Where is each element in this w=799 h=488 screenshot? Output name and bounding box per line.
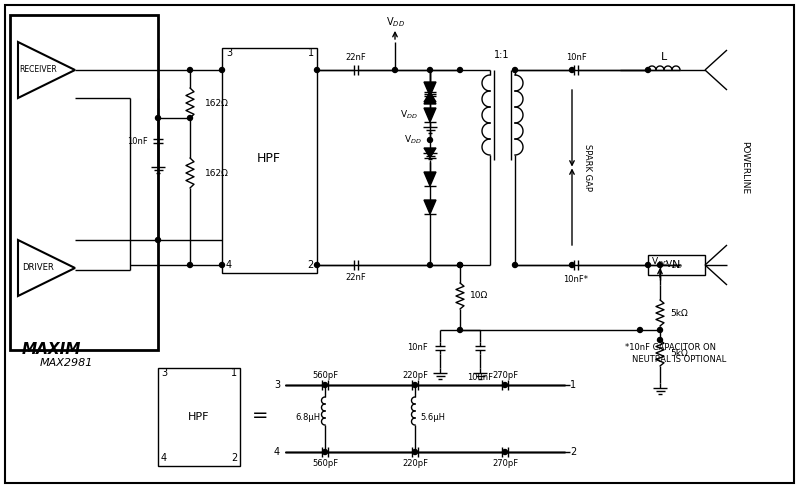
Text: DRIVER: DRIVER [22, 264, 54, 272]
Circle shape [392, 67, 397, 73]
Text: 2: 2 [308, 260, 314, 270]
Polygon shape [424, 94, 436, 104]
Circle shape [156, 238, 161, 243]
Text: MAXIM: MAXIM [22, 343, 81, 358]
Text: V$_{DD}$: V$_{DD}$ [400, 109, 418, 121]
Text: V$_{DD}$: V$_{DD}$ [404, 134, 422, 146]
Polygon shape [18, 42, 75, 98]
Text: 5.6μH: 5.6μH [420, 413, 445, 423]
Text: 100nF: 100nF [467, 373, 493, 383]
Text: 10Ω: 10Ω [470, 291, 488, 301]
Text: 220pF: 220pF [402, 370, 428, 380]
Text: 560pF: 560pF [312, 460, 338, 468]
Circle shape [412, 449, 418, 454]
Text: 2: 2 [570, 447, 576, 457]
Circle shape [512, 263, 518, 267]
Circle shape [658, 338, 662, 343]
Text: 4: 4 [161, 453, 167, 463]
Text: HPF: HPF [189, 412, 210, 422]
Circle shape [188, 263, 193, 267]
Text: 3: 3 [161, 368, 167, 378]
Circle shape [156, 116, 161, 121]
Circle shape [427, 67, 432, 73]
Text: =: = [252, 406, 268, 425]
Circle shape [458, 263, 463, 267]
Polygon shape [424, 92, 436, 102]
Text: 22nF: 22nF [346, 273, 367, 283]
Text: NEUTRAL IS OPTIONAL: NEUTRAL IS OPTIONAL [632, 355, 726, 365]
Text: V$_{DD}$: V$_{DD}$ [386, 15, 404, 29]
Text: 1: 1 [308, 48, 314, 58]
Text: 6.8μH: 6.8μH [295, 413, 320, 423]
Text: 270pF: 270pF [492, 370, 518, 380]
Circle shape [646, 263, 650, 267]
Text: 3: 3 [226, 48, 233, 58]
Circle shape [646, 67, 650, 73]
Text: 10nF: 10nF [127, 137, 148, 145]
Text: 10nF: 10nF [566, 53, 586, 61]
Text: 10nF: 10nF [407, 344, 428, 352]
Circle shape [220, 67, 225, 73]
Circle shape [315, 67, 320, 73]
Text: 10nF*: 10nF* [563, 274, 589, 284]
Circle shape [412, 383, 418, 387]
Text: 1:1: 1:1 [495, 50, 510, 60]
Text: MAX2981: MAX2981 [40, 358, 93, 368]
Circle shape [570, 263, 574, 267]
Text: 162Ω: 162Ω [205, 99, 229, 107]
Text: L: L [661, 52, 667, 62]
Bar [648, 255, 705, 275]
Text: POWERLINE: POWERLINE [740, 142, 749, 195]
Circle shape [503, 449, 507, 454]
Circle shape [323, 383, 328, 387]
Text: 560pF: 560pF [312, 370, 338, 380]
Text: 4: 4 [226, 260, 233, 270]
Polygon shape [424, 82, 436, 96]
Circle shape [658, 327, 662, 332]
Text: 270pF: 270pF [492, 460, 518, 468]
Polygon shape [424, 148, 436, 158]
Text: SPARK GAP: SPARK GAP [583, 144, 592, 191]
Text: 220pF: 220pF [402, 460, 428, 468]
Text: 4: 4 [274, 447, 280, 457]
Bar [222, 48, 317, 273]
Text: V$_{DD}$: V$_{DD}$ [665, 259, 682, 271]
Circle shape [188, 67, 193, 73]
Bar [158, 368, 240, 466]
Circle shape [638, 327, 642, 332]
Circle shape [658, 263, 662, 267]
Circle shape [427, 263, 432, 267]
Text: 2: 2 [231, 453, 237, 463]
Polygon shape [424, 200, 436, 214]
Text: HPF: HPF [257, 151, 281, 164]
Circle shape [503, 383, 507, 387]
Circle shape [220, 263, 225, 267]
Text: N: N [672, 260, 680, 270]
Bar [10, 15, 158, 350]
Polygon shape [424, 108, 436, 122]
Circle shape [458, 263, 463, 267]
Circle shape [323, 449, 328, 454]
Text: 1: 1 [570, 380, 576, 390]
Circle shape [427, 138, 432, 142]
Text: 162Ω: 162Ω [205, 168, 229, 178]
Circle shape [188, 116, 193, 121]
Text: 3: 3 [274, 380, 280, 390]
Polygon shape [424, 172, 436, 186]
Circle shape [570, 67, 574, 73]
Text: 22nF: 22nF [346, 54, 367, 62]
Text: V$_{DD}$: V$_{DD}$ [651, 256, 669, 268]
Text: RECEIVER: RECEIVER [19, 65, 57, 75]
Polygon shape [18, 240, 75, 296]
Text: *10nF CAPACITOR ON: *10nF CAPACITOR ON [625, 344, 716, 352]
Circle shape [315, 263, 320, 267]
Text: 1: 1 [231, 368, 237, 378]
Circle shape [512, 67, 518, 73]
Text: 5kΩ: 5kΩ [670, 348, 688, 358]
Circle shape [458, 327, 463, 332]
Text: 5kΩ: 5kΩ [670, 308, 688, 318]
Circle shape [458, 67, 463, 73]
